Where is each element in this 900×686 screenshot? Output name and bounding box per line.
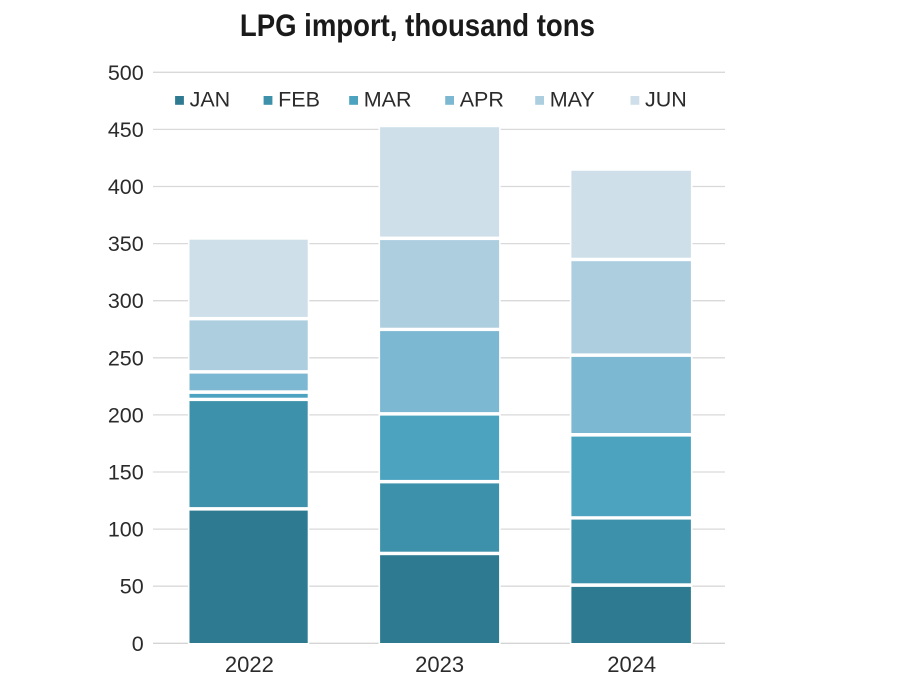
svg-text:2022: 2022 bbox=[225, 652, 274, 677]
svg-text:MAR: MAR bbox=[364, 88, 412, 112]
svg-text:300: 300 bbox=[108, 289, 144, 313]
svg-text:LPG import, thousand tons: LPG import, thousand tons bbox=[240, 7, 595, 43]
svg-text:JUN: JUN bbox=[645, 88, 687, 112]
svg-text:250: 250 bbox=[108, 346, 144, 370]
svg-text:500: 500 bbox=[108, 61, 144, 85]
svg-text:350: 350 bbox=[108, 232, 144, 256]
svg-text:100: 100 bbox=[108, 518, 144, 542]
svg-text:50: 50 bbox=[120, 575, 144, 599]
svg-text:150: 150 bbox=[108, 461, 144, 485]
svg-text:APR: APR bbox=[460, 88, 504, 112]
svg-text:400: 400 bbox=[108, 175, 144, 199]
svg-text:JAN: JAN bbox=[190, 88, 231, 112]
svg-text:0: 0 bbox=[132, 632, 144, 656]
svg-text:2024: 2024 bbox=[607, 652, 656, 677]
svg-text:200: 200 bbox=[108, 403, 144, 427]
svg-text:450: 450 bbox=[108, 118, 144, 142]
svg-text:2023: 2023 bbox=[415, 652, 464, 677]
svg-text:MAY: MAY bbox=[550, 88, 595, 112]
svg-text:FEB: FEB bbox=[278, 88, 320, 112]
